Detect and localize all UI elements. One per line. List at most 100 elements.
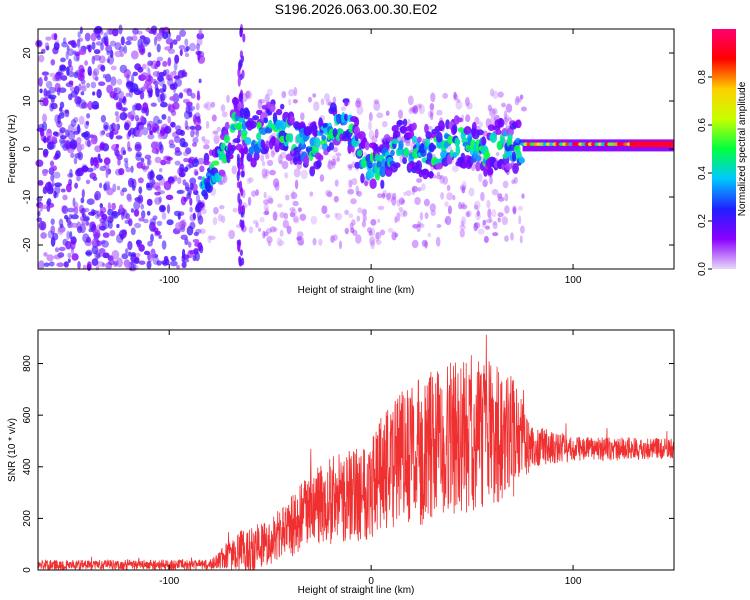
spectrogram-signal-blob [316,159,322,168]
snr-ytick-label: 600 [22,406,33,423]
spectrogram-noise-blob [115,135,123,140]
spectrogram-faint-blob [205,101,212,111]
spectrogram-noise-blob [82,264,87,270]
spectrogram-noise-blob [126,36,134,42]
spectrogram-faint-blob [203,139,210,145]
spectrogram-noise-blob [172,102,180,110]
spectrogram-noise-blob [73,54,79,62]
spectrogram-faint-blob [377,205,385,211]
spectrogram-noise-blob [134,252,141,258]
spectrogram-faint-blob [279,159,283,165]
spectrogram-noise-blob [197,175,203,180]
spectrogram-faint-blob [436,224,442,228]
spectrogram-noise-blob [95,160,100,169]
spectrogram-faint-blob [281,91,287,99]
spectrogram-noise-blob [43,252,48,257]
spectrogram-noise-blob [184,52,190,58]
colorbar: 0.0 0.2 0.4 0.6 0.8 Normalized spectral ampl… [697,29,748,276]
spectrogram-faint-blob [418,103,422,111]
spectrogram-faint-blob [411,187,416,196]
spectrogram-noise-blob [96,261,105,267]
spectrogram-noise-blob [68,124,75,133]
spectrogram-noise-blob [90,81,97,89]
spectrogram-faint-blob [371,135,378,144]
spectrogram-faint-blob [299,240,305,246]
spectrogram-noise-blob [135,153,142,161]
spectrogram-signal-blob [211,160,220,166]
spectrogram-noise-blob [131,252,136,257]
spectrogram-faint-blob [461,180,467,190]
spectrogram-faint-blob [226,94,230,103]
spectrogram-faint-blob [290,192,298,200]
spectrogram-faint-blob [368,129,375,140]
spectrogram-noise-blob [165,38,174,45]
spectrogram-faint-blob [266,195,273,204]
spectrogram-faint-blob [436,171,441,177]
spectrogram-faint-blob [332,160,336,169]
spectrogram-noise-blob [156,56,164,62]
spectrogram-signal-blob [402,147,410,157]
spectrogram-noise-blob [159,168,163,173]
spectrogram-noise-blob [154,63,159,70]
spectrogram-noise-blob [73,201,79,210]
spectrogram-signal-blob [280,103,285,110]
spectrogram-faint-blob [377,193,383,199]
spectrogram-signal-blob [437,120,445,132]
spectrogram-signal-blob [476,129,484,136]
spectrogram-faint-blob [461,186,466,194]
spectrogram-noise-blob [60,75,68,81]
spectrogram-faint-blob [485,225,490,230]
spectrogram-signal-blob [397,120,404,126]
spectrogram-faint-blob [246,177,252,185]
spectrogram-marks [35,23,674,272]
spectrogram-faint-blob [321,205,328,214]
spectrogram-noise-blob [160,127,166,137]
spectrogram-streak-blob [240,187,244,197]
spectrogram-faint-blob [213,136,220,145]
spectrogram-faint-blob [277,154,283,165]
spectrogram-noise-blob [102,252,110,259]
spectrogram-noise-blob [96,210,101,217]
spectrogram-streak-blob [239,249,243,256]
spectrogram-signal-blob [424,123,429,134]
spectrogram-tone-peak [629,141,674,148]
spectrogram-signal-blob [275,108,283,116]
spectrogram-noise-blob [189,42,196,52]
spectrogram-faint-blob [263,210,270,216]
spectrogram-signal-blob [460,152,466,159]
spectrogram-noise-blob [41,71,50,76]
spectrogram-noise-blob [92,91,96,96]
spectrogram-noise-blob [109,124,114,133]
spectrogram-noise-blob [147,182,154,189]
spectrogram-faint-blob [328,159,332,168]
spectrogram-noise-blob [131,178,137,189]
spectrogram-noise-blob [73,71,79,79]
spectrogram-faint-blob [492,232,499,237]
spectrogram-noise-blob [58,87,67,93]
spectrogram-signal-blob [512,163,519,174]
snr-ytick-label: 0 [22,567,33,573]
spectrogram-noise-blob [85,221,90,226]
spectrogram-noise-blob [151,148,160,154]
spectrogram-faint-blob [446,192,453,201]
spectrogram-faint-blob [293,86,298,97]
spectrogram-faint-blob [377,218,381,223]
spectrogram-faint-blob [512,207,517,215]
spectrogram-noise-blob [105,168,109,179]
spectrogram-noise-blob [74,85,80,95]
spectrogram-signal-blob [417,136,422,143]
spectrogram-noise-blob [144,154,152,160]
spectrogram-noise-blob [120,210,125,221]
spectrogram-noise-blob [159,205,166,212]
spectrogram-noise-blob [110,49,114,59]
spectrogram-noise-blob [99,225,106,231]
spectrogram-noise-blob [69,168,73,178]
spectrogram-noise-blob [39,88,43,94]
spectrogram-noise-blob [100,65,106,72]
spectrogram-noise-blob [123,68,131,79]
spectrogram-noise-blob [154,197,162,205]
spectrogram-noise-blob [52,165,57,171]
spectrogram-noise-blob [122,98,126,104]
spectrogram-faint-blob [213,206,219,215]
spectrogram-noise-blob [42,113,47,123]
